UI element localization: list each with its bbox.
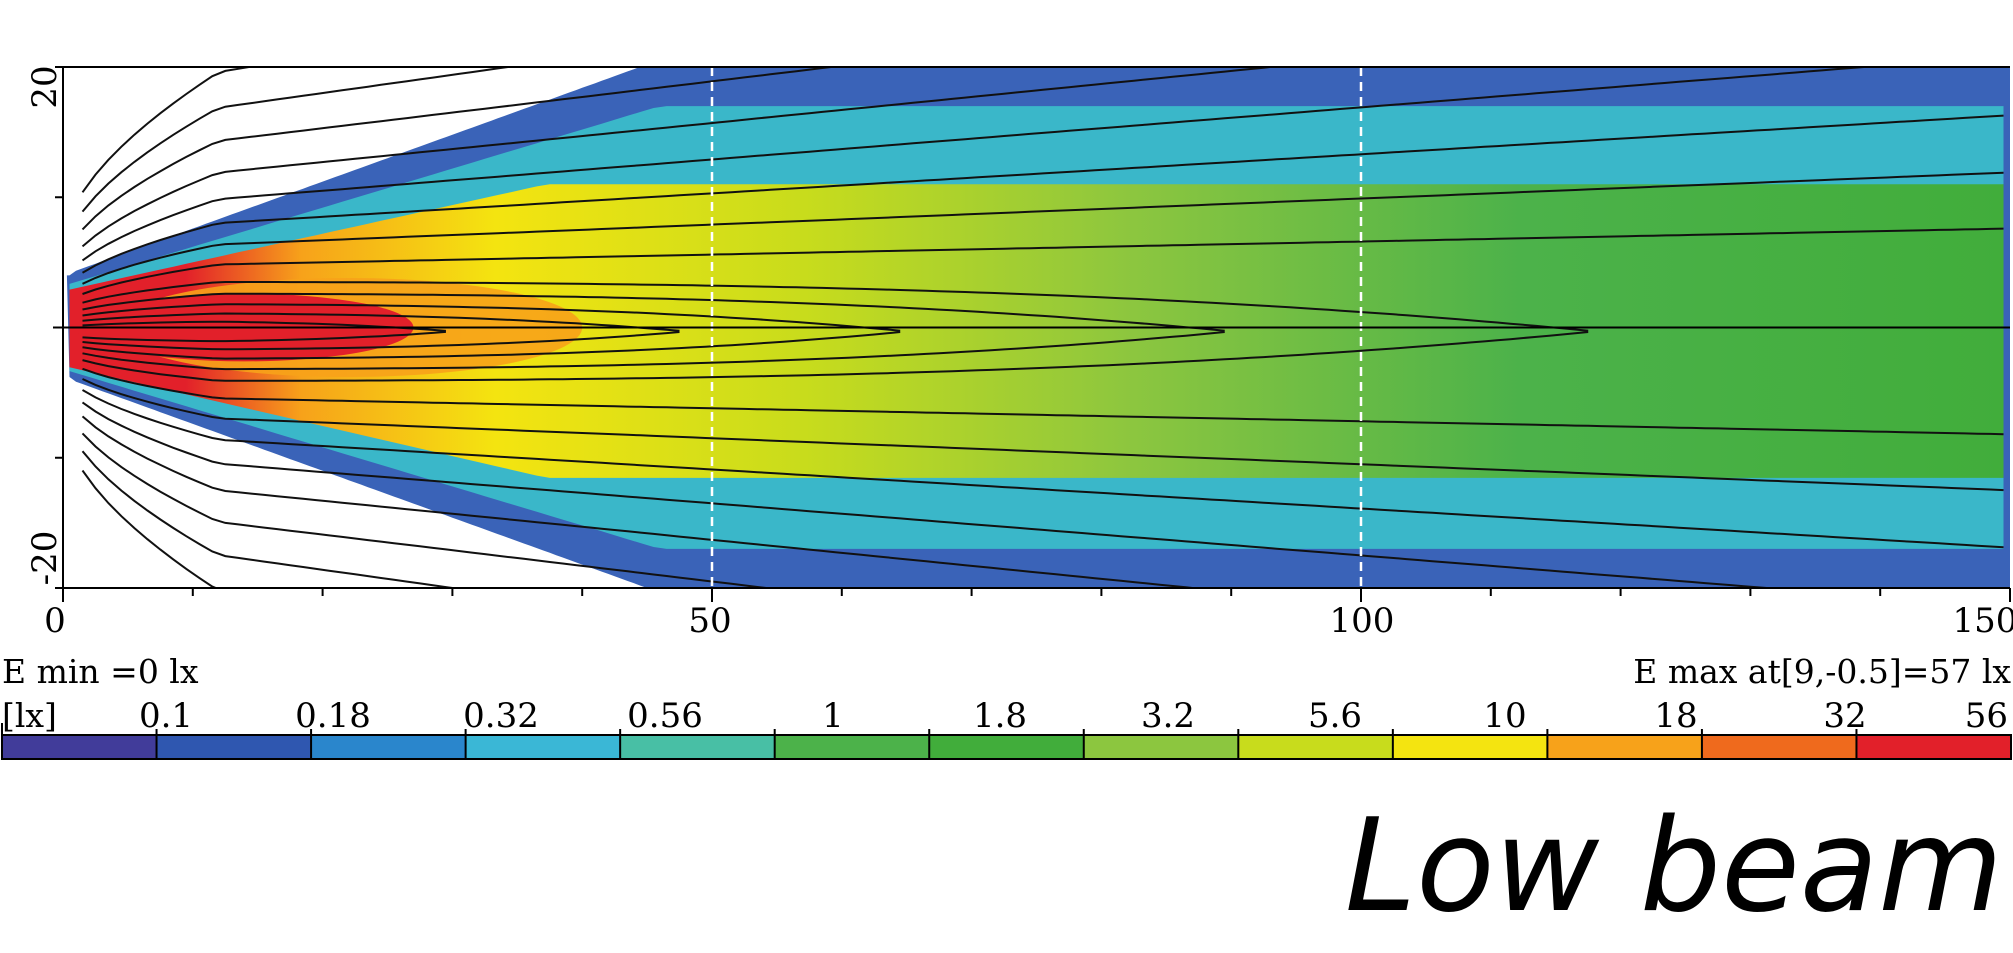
- e-min-label: E min =0 lx: [2, 652, 199, 691]
- contour-line: [82, 331, 680, 351]
- colorbar-segment: [1856, 735, 2012, 759]
- colorbar-segment: [1238, 735, 1394, 759]
- colorbar-label: 0.32: [463, 696, 539, 736]
- colorbar-label: 56: [1965, 696, 2008, 736]
- contour-line: [82, 330, 446, 343]
- x-tick-labels: 0 50 100 150: [44, 601, 2013, 641]
- colorbar-labels: 0.1 0.18 0.32 0.56 1 1.8 3.2 5.6 10 18 32 56: [139, 696, 2008, 759]
- colorbar-label: 5.6: [1308, 696, 1362, 736]
- colorbar-label: 0.56: [627, 696, 703, 736]
- x-tick-label-0: 0: [44, 601, 66, 641]
- colorbar: [1, 723, 2012, 760]
- contour-line: [81, 67, 1280, 248]
- colorbar-label: 0.18: [295, 696, 371, 736]
- colorbar-label: 3.2: [1141, 696, 1195, 736]
- contour-line: [82, 378, 2004, 492]
- unit-label: [lx]: [2, 696, 57, 735]
- contour-line: [82, 331, 1225, 371]
- colorbar-segment: [774, 735, 930, 759]
- contour-line: [82, 303, 901, 332]
- contour-line: [82, 331, 1589, 382]
- y-tick-labels: 20 -20: [25, 65, 65, 585]
- colorbar-label: 18: [1654, 696, 1697, 736]
- y-tick-label-neg20: -20: [25, 531, 65, 586]
- colorbar-segment: [311, 735, 467, 759]
- colorbar-segment: [1547, 735, 1703, 759]
- chart-title: Low beam: [1345, 792, 2003, 941]
- colorbar-label: 32: [1823, 696, 1866, 736]
- y-tick-label-20: 20: [25, 65, 65, 108]
- colorbar-label: 10: [1483, 696, 1526, 736]
- colorbar-segment: [929, 735, 1085, 759]
- contour-line: [82, 281, 1589, 332]
- heatmap-plot-area: [53, 66, 2011, 602]
- contour-line: [82, 171, 2004, 285]
- colorbar-segment: [156, 735, 312, 759]
- colorbar-label: 1: [822, 696, 844, 736]
- contour-line: [82, 389, 2004, 549]
- contour-line: [81, 67, 840, 231]
- contour-line: [82, 367, 2004, 436]
- contour-line: [81, 67, 516, 213]
- colorbar-segment: [1701, 735, 1857, 759]
- contour-line: [82, 114, 2004, 274]
- contour-line: [81, 450, 460, 588]
- contour-line: [82, 227, 2004, 295]
- contour-line: [81, 401, 1779, 588]
- contour-line: [82, 292, 1225, 332]
- contour-line: [81, 415, 1202, 588]
- contour-line: [82, 312, 680, 332]
- colorbar-label: 1.8: [973, 696, 1027, 736]
- e-max-label: E max at[9,-0.5]=57 lx: [1633, 652, 2011, 691]
- contour-lines: [81, 67, 2004, 588]
- contour-line: [81, 67, 1877, 262]
- x-tick-label-100: 100: [1330, 601, 1395, 641]
- x-tick-label-150: 150: [1953, 601, 2013, 641]
- contour-line: [81, 432, 775, 588]
- colorbar-segment: [2, 735, 158, 759]
- contour-line: [82, 331, 901, 360]
- axis-ticks: [55, 66, 2011, 602]
- colorbar-segment: [465, 735, 621, 759]
- colorbar-segment: [1083, 735, 1239, 759]
- colorbar-segment: [1392, 735, 1548, 759]
- colorbar-frame: [1, 734, 2012, 760]
- colorbar-label: 0.1: [139, 696, 193, 736]
- x-tick-label-50: 50: [688, 601, 731, 641]
- colorbar-segment: [620, 735, 776, 759]
